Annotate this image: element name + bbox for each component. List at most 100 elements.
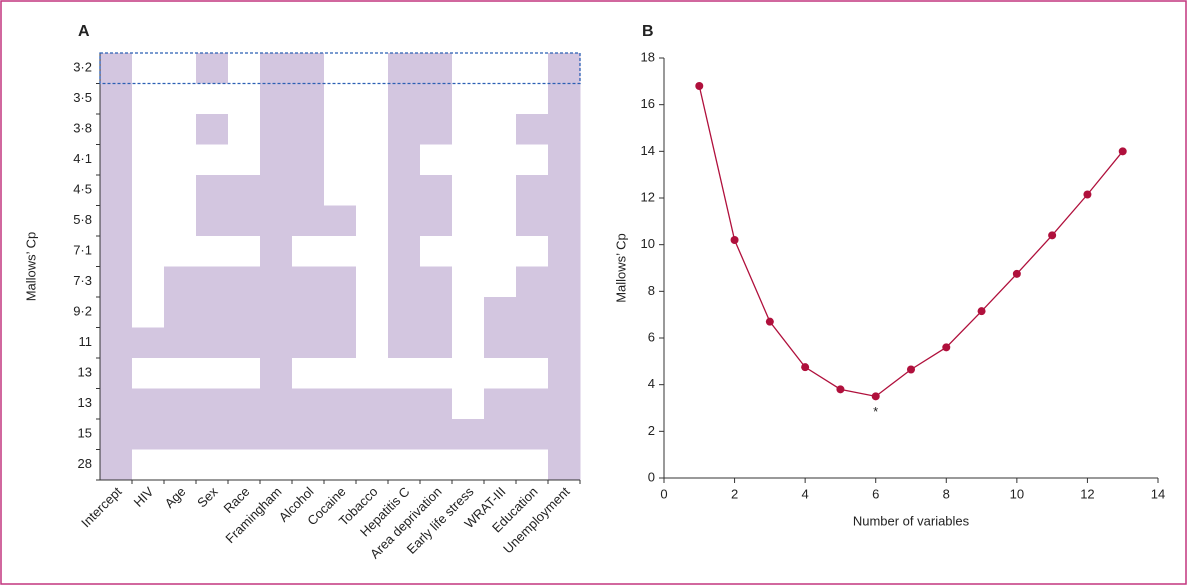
cell	[516, 205, 549, 237]
cell	[420, 236, 453, 267]
cell	[548, 83, 581, 115]
cell	[260, 419, 293, 450]
cell	[324, 83, 357, 115]
cell	[548, 144, 581, 176]
cell	[324, 327, 357, 359]
cell	[292, 205, 325, 237]
cell	[196, 297, 229, 328]
cell	[292, 297, 325, 328]
cell	[196, 358, 229, 389]
y-tick-label: 13	[78, 365, 92, 380]
cell	[420, 83, 453, 115]
y-tick-label: 15	[78, 426, 92, 441]
cell	[164, 205, 197, 237]
cell	[100, 205, 133, 237]
cell	[228, 144, 261, 176]
cell	[164, 266, 197, 298]
cell	[164, 175, 197, 206]
cell	[452, 419, 485, 450]
cell	[516, 236, 549, 267]
cell	[388, 114, 421, 145]
cell	[292, 358, 325, 389]
cell	[420, 297, 453, 328]
y-tick-label: 9·2	[73, 304, 92, 319]
cell	[356, 53, 389, 84]
cell	[164, 83, 197, 115]
cell	[548, 419, 581, 450]
cell	[548, 236, 581, 267]
cell	[420, 266, 453, 298]
cell	[100, 114, 133, 145]
cell	[356, 266, 389, 298]
cell	[260, 266, 293, 298]
cell	[516, 266, 549, 298]
cell	[356, 114, 389, 145]
cell	[516, 83, 549, 115]
cell	[132, 236, 165, 267]
cell	[196, 53, 229, 84]
x-tick-label: 14	[1151, 486, 1165, 501]
y-tick-label: 3·2	[73, 60, 92, 75]
cell	[132, 266, 165, 298]
cell	[196, 327, 229, 359]
cell	[452, 266, 485, 298]
cell	[228, 205, 261, 237]
point	[801, 363, 810, 372]
cell	[452, 175, 485, 206]
cell	[388, 449, 421, 481]
y-tick-label: 6	[648, 329, 655, 344]
cell	[228, 327, 261, 359]
cell	[100, 419, 133, 450]
y-tick-label: 7·3	[73, 273, 92, 288]
cell	[452, 358, 485, 389]
cell	[452, 236, 485, 267]
cell	[484, 236, 517, 267]
cell	[548, 266, 581, 298]
cell	[100, 449, 133, 481]
point	[695, 82, 704, 90]
cell	[196, 236, 229, 267]
cell	[260, 388, 293, 420]
cell	[484, 358, 517, 389]
cell	[260, 205, 293, 237]
cell	[452, 297, 485, 328]
cell	[260, 297, 293, 328]
cell	[228, 297, 261, 328]
cell	[100, 327, 133, 359]
cell	[484, 388, 517, 420]
point	[765, 317, 774, 326]
cell	[388, 297, 421, 328]
cell	[196, 205, 229, 237]
cell	[420, 449, 453, 481]
cell	[292, 419, 325, 450]
cell	[292, 175, 325, 206]
cell	[452, 327, 485, 359]
cell	[516, 358, 549, 389]
y-tick-label: 14	[641, 143, 655, 158]
cell	[324, 175, 357, 206]
cell	[516, 114, 549, 145]
point	[977, 307, 986, 316]
cell	[164, 358, 197, 389]
cell	[484, 419, 517, 450]
cell	[516, 388, 549, 420]
cell	[484, 266, 517, 298]
cell	[548, 449, 581, 481]
cell	[548, 53, 581, 84]
cell	[484, 144, 517, 176]
point	[942, 343, 951, 352]
x-tick-label: 0	[660, 486, 667, 501]
cell	[164, 297, 197, 328]
cell	[196, 83, 229, 115]
cell	[292, 388, 325, 420]
cell	[260, 83, 293, 115]
x-tick-label: 8	[943, 486, 950, 501]
cell	[484, 53, 517, 84]
cell	[420, 144, 453, 176]
cell	[388, 236, 421, 267]
cell	[484, 449, 517, 481]
cell	[196, 144, 229, 176]
cell	[420, 114, 453, 145]
cell	[548, 205, 581, 237]
